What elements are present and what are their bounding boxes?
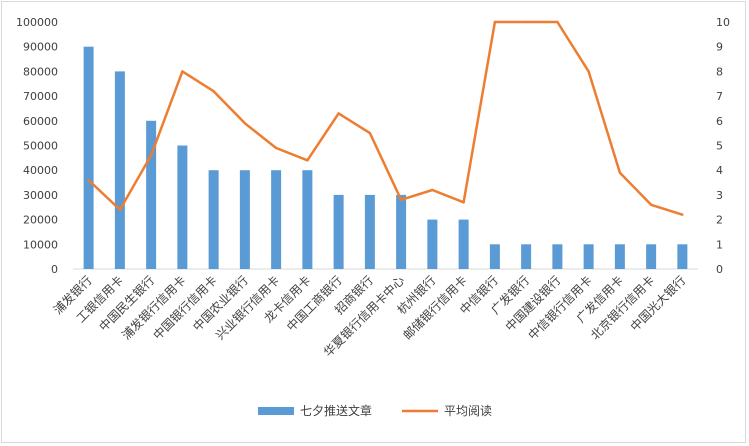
right-tick-label: 10 [716, 16, 730, 29]
line-point [493, 20, 497, 24]
left-tick-label: 0 [51, 263, 58, 276]
line-point [431, 188, 434, 192]
bar [427, 219, 438, 269]
bar [583, 244, 594, 269]
bar [521, 244, 532, 269]
bar [333, 194, 344, 269]
line-point [649, 203, 653, 206]
left-tick-label: 60000 [23, 115, 58, 128]
bar [271, 170, 282, 269]
line-point [243, 122, 247, 125]
left-tick-label: 90000 [23, 41, 58, 54]
right-tick-label: 4 [716, 164, 723, 177]
bar [208, 170, 219, 269]
category-labels: 浦发银行工银信用卡中国民生银行浦发银行信用卡中国银行信用卡中国农业银行兴业银行信… [50, 273, 688, 360]
bar [83, 46, 94, 270]
legend-swatch-bar [258, 407, 294, 415]
bar [114, 71, 125, 270]
left-tick-label: 100000 [16, 16, 58, 29]
line-point [118, 208, 122, 211]
left-tick-label: 70000 [23, 90, 58, 103]
bar [489, 244, 500, 269]
line-point [462, 201, 465, 204]
left-tick-label: 20000 [23, 214, 58, 227]
line-point [212, 89, 215, 93]
line-point [587, 70, 590, 73]
left-tick-label: 80000 [23, 65, 58, 78]
right-tick-label: 7 [716, 90, 723, 103]
line-path [87, 20, 683, 216]
bar [364, 194, 375, 269]
left-tick-label: 40000 [23, 164, 58, 177]
line-point [337, 112, 340, 115]
bar [177, 145, 188, 269]
line-point [181, 70, 184, 73]
right-tick-label: 1 [716, 238, 723, 251]
right-tick-label: 5 [716, 140, 723, 153]
bar [552, 244, 563, 269]
line-point [87, 178, 90, 182]
line-point [618, 171, 622, 174]
right-tick-label: 2 [716, 214, 723, 227]
line-point [368, 131, 372, 135]
right-tick-label: 8 [716, 65, 723, 78]
bar [458, 219, 469, 269]
line-point [556, 20, 559, 24]
bar [146, 120, 157, 269]
line-point [399, 198, 403, 202]
bar [677, 244, 688, 269]
bar [646, 244, 657, 269]
left-axis-ticks: 0 10000 20000 30000 40000 50000 60000 70000 8000… [16, 16, 58, 276]
line-point [274, 146, 278, 150]
line-point [149, 154, 153, 157]
left-tick-label: 10000 [23, 238, 58, 251]
bar [396, 194, 407, 269]
bar [614, 244, 625, 269]
left-tick-label: 30000 [23, 189, 58, 202]
legend-label-line: 平均阅读 [444, 404, 492, 418]
legend: 七夕推送文章 平均阅读 [258, 403, 492, 418]
bar-series [83, 46, 688, 270]
line-point [524, 20, 528, 24]
legend-label-bar: 七夕推送文章 [300, 403, 372, 418]
bar [302, 170, 313, 269]
bar [239, 170, 250, 269]
right-tick-label: 6 [716, 115, 723, 128]
right-axis-ticks: 0 1 2 3 4 5 6 7 8 9 10 [716, 16, 730, 276]
line-point [306, 159, 309, 162]
right-tick-label: 9 [716, 41, 723, 54]
right-tick-label: 3 [716, 189, 723, 202]
line-point [681, 213, 684, 216]
line-series [87, 20, 684, 216]
left-tick-label: 50000 [23, 140, 58, 153]
right-tick-label: 0 [716, 263, 723, 276]
